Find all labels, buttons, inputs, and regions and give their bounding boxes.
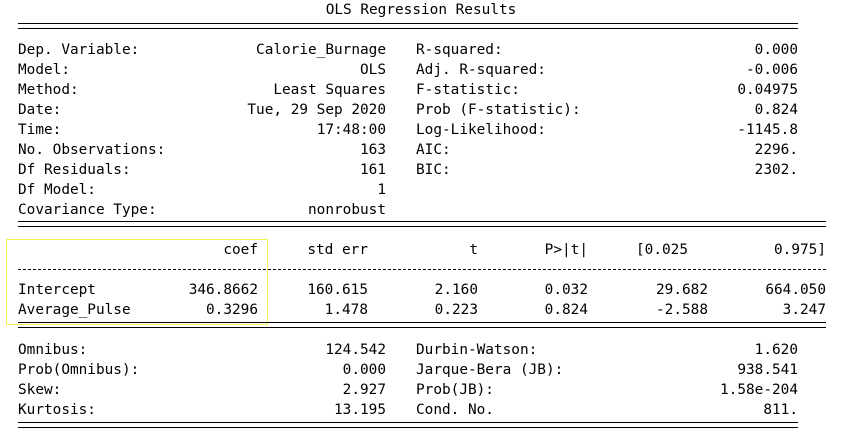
column-header-coef: coef xyxy=(223,242,258,258)
header-left-value: Tue, 29 Sep 2020 xyxy=(247,102,386,118)
header-right-value: 2296. xyxy=(754,142,798,158)
column-header-ci-lower: [0.025 xyxy=(636,242,688,258)
ci-upper-cell: 3.247 xyxy=(782,302,826,318)
coef-table-bottom-rule xyxy=(18,322,826,328)
diagnostic-value: 13.195 xyxy=(334,402,386,418)
header-right-label: AIC: xyxy=(416,142,451,158)
header-left-value: Calorie_Burnage xyxy=(256,42,386,58)
diagnostic-label: Durbin-Watson: xyxy=(416,342,538,358)
header-right-value: -0.006 xyxy=(746,62,798,78)
header-right-label: Prob (F-statistic): xyxy=(416,102,581,118)
report-title: OLS Regression Results xyxy=(325,2,517,18)
header-right-label: Adj. R-squared: xyxy=(416,62,546,78)
column-header-std-err: std err xyxy=(307,242,368,258)
header-left-label: Df Model: xyxy=(18,182,96,198)
header-left-value: 17:48:00 xyxy=(316,122,386,138)
header-left-label: Covariance Type: xyxy=(18,202,157,218)
ci-lower-cell: -2.588 xyxy=(656,302,708,318)
t-cell: 2.160 xyxy=(434,282,478,298)
diagnostic-value: 124.542 xyxy=(325,342,386,358)
coef-header-divider xyxy=(18,269,826,270)
header-left-value: OLS xyxy=(360,62,386,78)
header-right-label: F-statistic: xyxy=(416,82,520,98)
header-right-label: Log-Likelihood: xyxy=(416,122,546,138)
header-left-value: Least Squares xyxy=(273,82,386,98)
header-left-label: Method: xyxy=(18,82,79,98)
coef-table-top-rule xyxy=(18,221,826,227)
header-left-label: Date: xyxy=(18,102,62,118)
diagnostic-value: 811. xyxy=(763,402,798,418)
header-left-value: nonrobust xyxy=(308,202,386,218)
diagnostic-label: Jarque-Bera (JB): xyxy=(416,362,564,378)
diagnostic-label: Skew: xyxy=(18,382,62,398)
header-right-value: -1145.8 xyxy=(737,122,798,138)
coef-column-highlight-box xyxy=(6,239,268,325)
diagnostic-value: 1.620 xyxy=(754,342,798,358)
header-left-label: Df Residuals: xyxy=(18,162,131,178)
header-left-label: No. Observations: xyxy=(18,142,166,158)
diagnostic-label: Kurtosis: xyxy=(18,402,96,418)
header-right-value: 0.824 xyxy=(754,102,798,118)
header-right-value: 2302. xyxy=(754,162,798,178)
t-cell: 0.223 xyxy=(434,302,478,318)
header-left-value: 163 xyxy=(360,142,386,158)
header-right-label: BIC: xyxy=(416,162,451,178)
row-name: Average_Pulse xyxy=(18,302,131,318)
diagnostic-value: 0.000 xyxy=(342,362,386,378)
bottom-rule xyxy=(18,422,798,428)
diagnostic-label: Cond. No. xyxy=(416,402,494,418)
header-right-value: 0.000 xyxy=(754,42,798,58)
header-left-label: Time: xyxy=(18,122,62,138)
column-header-t: t xyxy=(469,242,478,258)
ci-upper-cell: 664.050 xyxy=(765,282,826,298)
diagnostic-label: Prob(JB): xyxy=(416,382,494,398)
p-value-cell: 0.824 xyxy=(544,302,588,318)
row-name: Intercept xyxy=(18,282,96,298)
ci-lower-cell: 29.682 xyxy=(656,282,708,298)
std-err-cell: 1.478 xyxy=(324,302,368,318)
diagnostic-value: 2.927 xyxy=(342,382,386,398)
header-left-value: 1 xyxy=(377,182,386,198)
diagnostic-value: 1.58e-204 xyxy=(720,382,798,398)
diagnostic-value: 938.541 xyxy=(737,362,798,378)
coef-cell: 346.8662 xyxy=(188,282,258,298)
column-header-ci-upper: 0.975] xyxy=(774,242,826,258)
header-left-label: Model: xyxy=(18,62,70,78)
header-right-label: R-squared: xyxy=(416,42,503,58)
header-left-label: Dep. Variable: xyxy=(18,42,140,58)
diagnostic-label: Prob(Omnibus): xyxy=(18,362,140,378)
header-right-value: 0.04975 xyxy=(737,82,798,98)
p-value-cell: 0.032 xyxy=(544,282,588,298)
std-err-cell: 160.615 xyxy=(307,282,368,298)
top-rule xyxy=(18,23,798,29)
column-header-p-value: P>|t| xyxy=(544,242,588,258)
coef-cell: 0.3296 xyxy=(206,302,258,318)
header-left-value: 161 xyxy=(360,162,386,178)
diagnostic-label: Omnibus: xyxy=(18,342,88,358)
